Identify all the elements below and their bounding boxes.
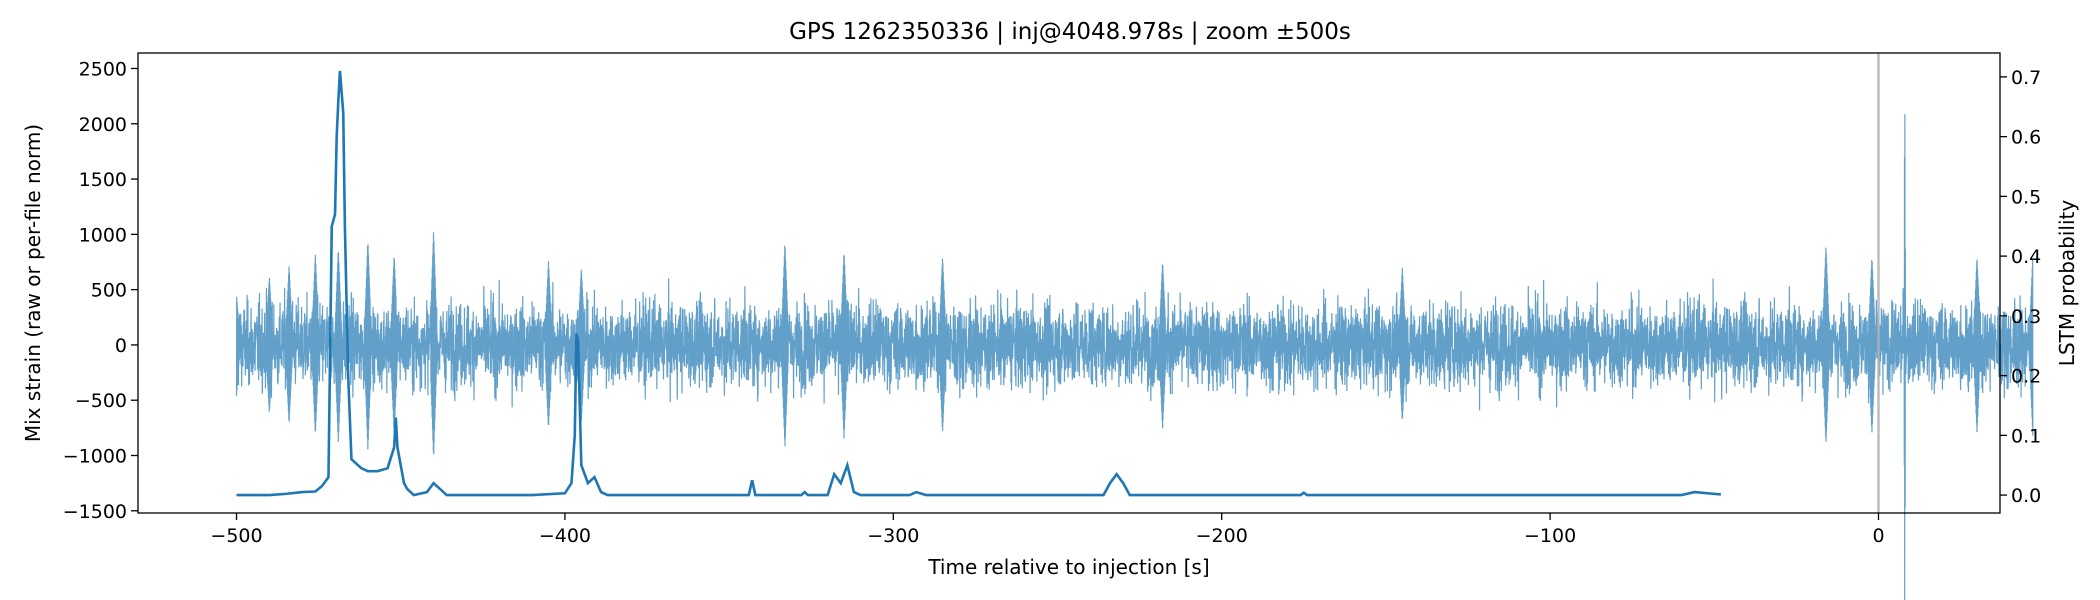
y-right-tick-label: 0.6 [2011,127,2041,149]
y-right-tick-label: 0.0 [2011,485,2041,507]
y-axis-left-label: Mix strain (raw or per-file norm) [21,124,45,442]
x-tick-label: −400 [539,525,591,547]
y-right-tick-label: 0.1 [2011,425,2041,447]
x-axis: −500 −400 −300 −200 −100 0 [210,513,1885,547]
y-right-tick-label: 0.5 [2011,186,2041,208]
x-tick-label: −500 [210,525,262,547]
x-tick-label: −200 [1196,525,1248,547]
plot-frame [137,52,2001,514]
strain-series [235,114,2034,600]
y-left-tick-label: 500 [91,280,127,302]
x-tick-label: 0 [1872,525,1884,547]
y-axis-left: 2500 2000 1500 1000 500 0 −500 −1000 −1500 [63,58,138,523]
y-left-tick-label: 0 [115,335,127,357]
y-right-tick-label: 0.3 [2011,306,2041,328]
y-right-tick-label: 0.7 [2011,67,2041,89]
x-tick-label: −300 [867,525,919,547]
strain-line [235,114,2034,600]
y-axis-right: 0.7 0.6 0.5 0.4 0.3 0.2 0.1 0.0 [2000,67,2041,507]
y-right-tick-label: 0.4 [2011,246,2041,268]
y-right-tick-label: 0.2 [2011,366,2041,388]
x-tick-label: −100 [1524,525,1576,547]
y-left-tick-label: −1500 [63,501,127,523]
y-axis-right-label: LSTM probability [2055,200,2079,367]
chart-title: GPS 1262350336 | inj@4048.978s | zoom ±5… [789,19,1351,45]
x-axis-label: Time relative to injection [s] [927,555,1209,579]
y-left-tick-label: 1500 [79,169,127,191]
probability-line [236,70,1721,497]
probability-series [236,53,1880,513]
y-left-tick-label: −500 [75,390,127,412]
y-left-tick-label: −1000 [63,446,127,468]
y-left-tick-label: 2500 [79,58,127,80]
y-left-tick-label: 2000 [79,114,127,136]
y-left-tick-label: 1000 [79,224,127,246]
